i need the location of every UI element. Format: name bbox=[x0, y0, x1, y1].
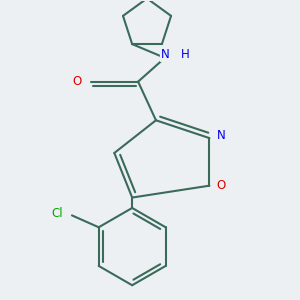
Text: Cl: Cl bbox=[51, 207, 63, 220]
Text: O: O bbox=[72, 75, 82, 88]
Text: N: N bbox=[217, 129, 226, 142]
Text: H: H bbox=[181, 48, 190, 62]
Text: O: O bbox=[217, 179, 226, 192]
Text: N: N bbox=[160, 48, 169, 62]
